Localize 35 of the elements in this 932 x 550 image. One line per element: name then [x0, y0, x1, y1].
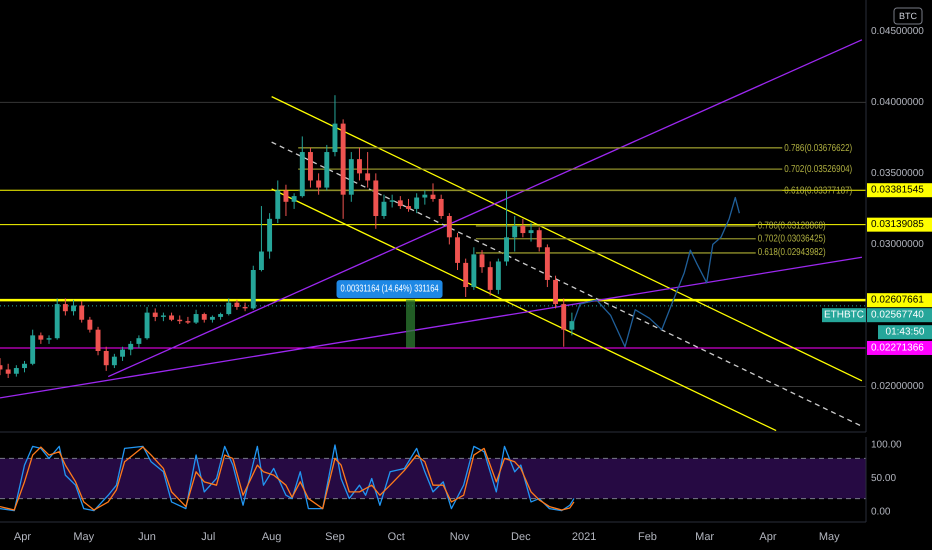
annotation: 0.702(0.03526904) [784, 164, 869, 176]
x-tick-label: Mar [695, 531, 714, 543]
x-tick-label: Apr [759, 531, 777, 543]
annotation: 0.702(0.03036425) [758, 234, 842, 245]
legend-label: 0.02567740 [871, 310, 924, 321]
y-tick-label: 0.00 [871, 506, 891, 518]
x-tick-label: Feb [638, 531, 657, 543]
x-tick-label: May [818, 531, 840, 543]
y-tick-label: 100.00 [871, 440, 902, 451]
annotation: 0.786(0.03676622) [784, 142, 869, 154]
ref-line-label: 0.03139085 [871, 219, 924, 230]
x-tick-label: Oct [388, 531, 405, 543]
x-tick-label: May [73, 531, 95, 543]
text: 01:43:50 [886, 326, 925, 338]
x-tick-label: 2021 [572, 531, 596, 543]
annotation: ETHBTC [824, 310, 864, 321]
data-label: 0.00331164 (14.64%) 331164 [340, 284, 472, 295]
x-tick-label: Nov [450, 531, 470, 543]
x-tick-label: Aug [262, 531, 282, 543]
y-tick-label: 0.02000000 [871, 381, 924, 392]
y-tick-label: 0.04000000 [871, 96, 924, 108]
annotation: 0.618(0.02943982) [758, 246, 842, 258]
ref-line-label: 0.02607661 [871, 294, 924, 306]
text: BTC [899, 11, 918, 21]
x-tick-label: Apr [14, 531, 32, 543]
x-tick-label: Jul [201, 531, 216, 543]
x-tick-label: Sep [325, 531, 345, 543]
x-tick-label: Dec [511, 531, 532, 543]
y-tick-label: 0.03500000 [871, 168, 924, 179]
ref-line-label: 0.03381545 [871, 184, 924, 196]
y-tick-label: 0.04500000 [871, 26, 924, 37]
y-tick-label: 50.00 [871, 472, 896, 484]
ref-line-label: 0.02271366 [871, 342, 924, 354]
x-tick-label: Jun [138, 531, 156, 543]
y-tick-label: 0.03000000 [871, 238, 924, 250]
